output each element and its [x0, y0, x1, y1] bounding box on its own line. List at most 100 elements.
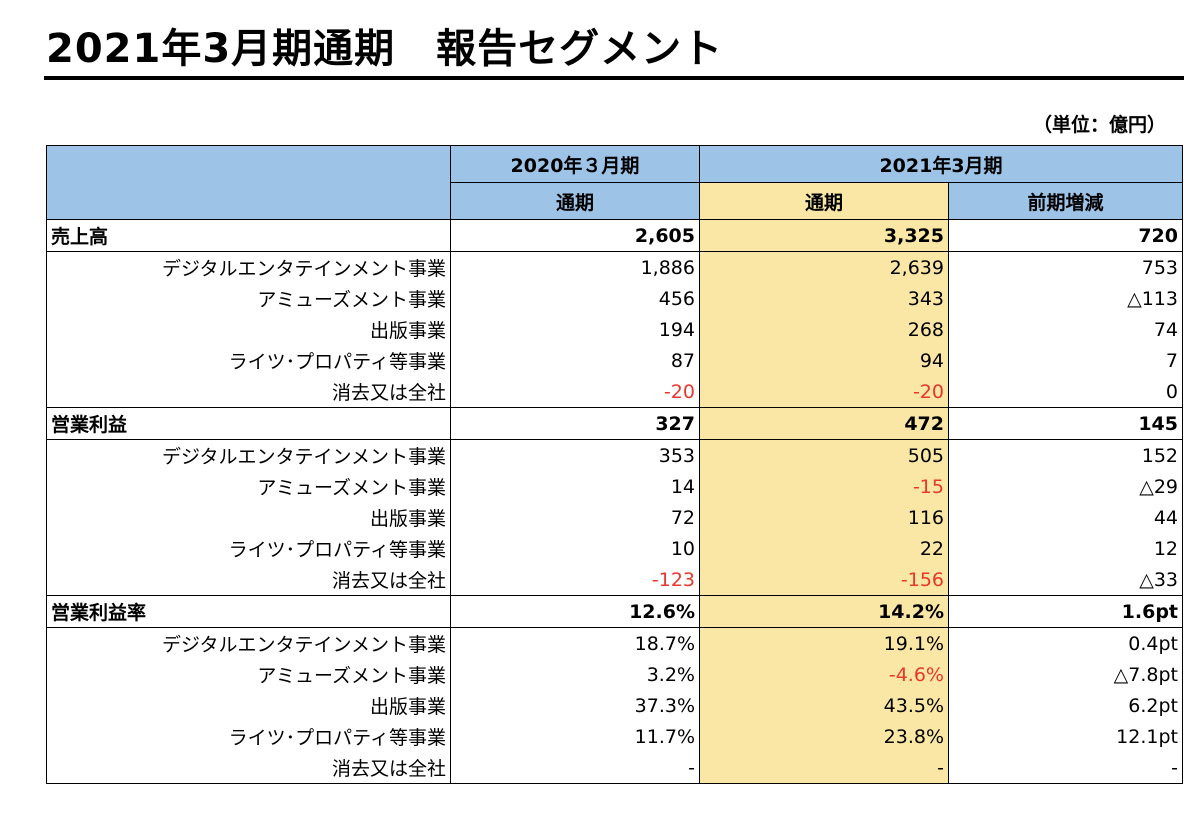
cur-value: 505: [699, 439, 949, 471]
diff-value: 74: [948, 314, 1183, 345]
prev-value: 1,886: [450, 251, 700, 283]
total-prev-value: 2,605: [450, 219, 700, 252]
table-row: デジタルエンタテインメント事業 18.7% 19.1% 0.4pt: [46, 627, 1183, 659]
prev-value: 353: [450, 439, 700, 471]
section-label: 売上高: [46, 219, 451, 252]
page-title: 2021年3月期通期 報告セグメント: [46, 26, 724, 72]
prev-value: 10: [450, 533, 700, 564]
diff-value: 6.2pt: [948, 690, 1183, 721]
total-diff-value: 720: [948, 219, 1183, 252]
segment-label: アミューズメント事業: [46, 283, 451, 314]
cur-value: 43.5%: [699, 690, 949, 721]
prev-value: 87: [450, 345, 700, 376]
prev-value: 11.7%: [450, 721, 700, 752]
total-diff-value: 145: [948, 407, 1183, 440]
cur-value: -156: [699, 564, 949, 596]
table-row: 出版事業 194 268 74: [46, 314, 1183, 345]
segment-label: アミューズメント事業: [46, 659, 451, 690]
diff-value: 753: [948, 251, 1183, 283]
cur-value: 343: [699, 283, 949, 314]
segment-label: デジタルエンタテインメント事業: [46, 251, 451, 283]
cur-value: -: [699, 752, 949, 784]
table-row: 出版事業 72 116 44: [46, 502, 1183, 533]
prev-value: 194: [450, 314, 700, 345]
cur-value: 2,639: [699, 251, 949, 283]
cur-value: 22: [699, 533, 949, 564]
diff-value: △113: [948, 283, 1183, 314]
prev-value: 72: [450, 502, 700, 533]
total-cur-value: 14.2%: [699, 595, 949, 628]
diff-value: 0: [948, 376, 1183, 408]
prev-value: 14: [450, 471, 700, 502]
total-diff-value: 1.6pt: [948, 595, 1183, 628]
total-cur-value: 3,325: [699, 219, 949, 252]
segment-label: 出版事業: [46, 502, 451, 533]
cur-value: 268: [699, 314, 949, 345]
segment-label: 消去又は全社: [46, 564, 451, 596]
segment-table: 2020年３月期 2021年3月期 通期 通期 前期増減 売上高 2,605 3,3…: [46, 145, 1183, 784]
cur-value: 19.1%: [699, 627, 949, 659]
total-cur-value: 472: [699, 407, 949, 440]
diff-value: 152: [948, 439, 1183, 471]
header-cur-year: 2021年3月期: [699, 145, 1183, 183]
table-row: デジタルエンタテインメント事業 1,886 2,639 753: [46, 251, 1183, 283]
section-total-row: 営業利益率 12.6% 14.2% 1.6pt: [46, 595, 1183, 628]
table-row: 消去又は全社 -123 -156 △33: [46, 564, 1183, 596]
table-row: ライツ･プロパティ等事業 10 22 12: [46, 533, 1183, 564]
prev-value: 18.7%: [450, 627, 700, 659]
segment-label: 出版事業: [46, 690, 451, 721]
cur-value: 94: [699, 345, 949, 376]
prev-value: -: [450, 752, 700, 784]
section-total-row: 売上高 2,605 3,325 720: [46, 219, 1183, 252]
diff-value: 12.1pt: [948, 721, 1183, 752]
segment-label: デジタルエンタテインメント事業: [46, 627, 451, 659]
cur-value: -4.6%: [699, 659, 949, 690]
total-prev-value: 12.6%: [450, 595, 700, 628]
total-prev-value: 327: [450, 407, 700, 440]
segment-label: ライツ･プロパティ等事業: [46, 533, 451, 564]
diff-value: △29: [948, 471, 1183, 502]
diff-value: 0.4pt: [948, 627, 1183, 659]
prev-value: 456: [450, 283, 700, 314]
cur-value: -20: [699, 376, 949, 408]
prev-value: -123: [450, 564, 700, 596]
cur-value: 23.8%: [699, 721, 949, 752]
unit-note: （単位：億円）: [1032, 114, 1166, 136]
prev-value: 3.2%: [450, 659, 700, 690]
prev-value: 37.3%: [450, 690, 700, 721]
header-blank-cell: [46, 145, 451, 220]
prev-value: -20: [450, 376, 700, 408]
section-label: 営業利益: [46, 407, 451, 440]
table-row: ライツ･プロパティ等事業 87 94 7: [46, 345, 1183, 376]
diff-value: 7: [948, 345, 1183, 376]
cur-value: 116: [699, 502, 949, 533]
segment-label: 消去又は全社: [46, 376, 451, 408]
table-row: デジタルエンタテインメント事業 353 505 152: [46, 439, 1183, 471]
segment-label: ライツ･プロパティ等事業: [46, 721, 451, 752]
table-row: 出版事業 37.3% 43.5% 6.2pt: [46, 690, 1183, 721]
table-row: アミューズメント事業 456 343 △113: [46, 283, 1183, 314]
table-row: ライツ･プロパティ等事業 11.7% 23.8% 12.1pt: [46, 721, 1183, 752]
header-prev-year: 2020年３月期: [450, 145, 700, 183]
section-label: 営業利益率: [46, 595, 451, 628]
table-row: 消去又は全社 - - -: [46, 752, 1183, 784]
diff-value: △7.8pt: [948, 659, 1183, 690]
diff-value: △33: [948, 564, 1183, 596]
segment-label: 出版事業: [46, 314, 451, 345]
diff-value: -: [948, 752, 1183, 784]
segment-label: デジタルエンタテインメント事業: [46, 439, 451, 471]
diff-value: 12: [948, 533, 1183, 564]
segment-label: 消去又は全社: [46, 752, 451, 784]
table-row: アミューズメント事業 14 -15 △29: [46, 471, 1183, 502]
title-divider: [44, 76, 1184, 80]
table-row: アミューズメント事業 3.2% -4.6% △7.8pt: [46, 659, 1183, 690]
header-diff: 前期増減: [948, 182, 1183, 220]
header-cur-full: 通期: [699, 182, 949, 220]
table-row: 消去又は全社 -20 -20 0: [46, 376, 1183, 408]
cur-value: -15: [699, 471, 949, 502]
header-prev-full: 通期: [450, 182, 700, 220]
segment-label: ライツ･プロパティ等事業: [46, 345, 451, 376]
diff-value: 44: [948, 502, 1183, 533]
section-total-row: 営業利益 327 472 145: [46, 407, 1183, 440]
segment-label: アミューズメント事業: [46, 471, 451, 502]
